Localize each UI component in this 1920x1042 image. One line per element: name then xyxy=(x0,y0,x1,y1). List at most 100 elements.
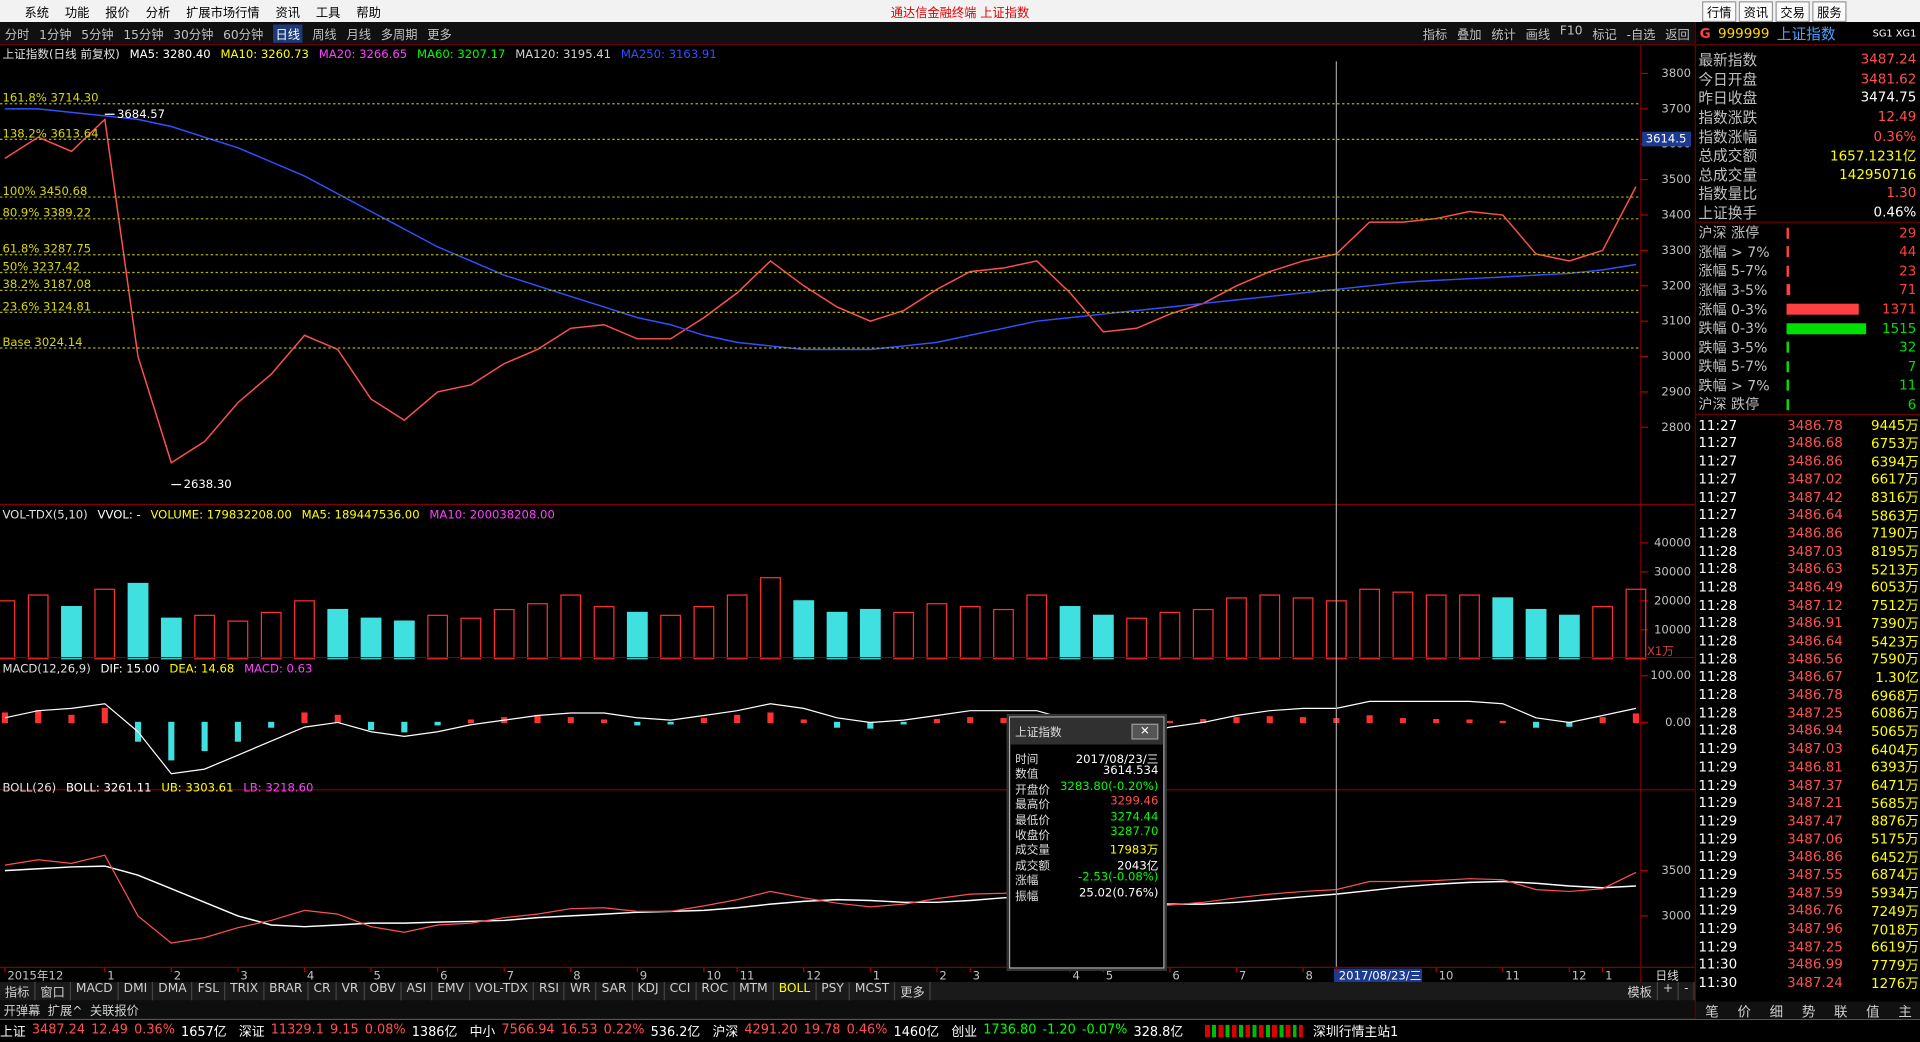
y-tick-label: 2800 xyxy=(1661,420,1691,434)
x-tick-label: 6 xyxy=(1172,968,1179,982)
extra-button[interactable]: 开弹幕 xyxy=(3,1005,41,1019)
indicator-tab[interactable]: ASI xyxy=(402,982,433,1001)
indicator-tab[interactable]: MTM xyxy=(734,982,774,1001)
period-tab[interactable]: 5分钟 xyxy=(81,28,114,43)
tooltip-row: 时间 2017/08/23/三 xyxy=(1010,749,1163,767)
period-tab[interactable]: 日线 xyxy=(273,23,303,43)
indicator-tab[interactable]: 指标 xyxy=(0,982,36,1001)
indicator-name: LB: xyxy=(243,780,261,794)
panel-tab[interactable]: 联 xyxy=(1833,1004,1848,1021)
tool-button[interactable]: -自选 xyxy=(1626,28,1656,43)
toolbar: 分时 1分钟 5分钟 15分钟 30分钟 60分钟 日线 周线 月线 多周期 更多 指标 叠加 统计 画线… xyxy=(0,22,1695,46)
tick-time: 11:28 xyxy=(1698,543,1738,560)
indicator-tab[interactable]: CCI xyxy=(665,982,697,1001)
tooltip-label: 时间 xyxy=(1015,753,1039,767)
indicator-tab[interactable]: FSL xyxy=(193,982,226,1001)
indicator-tab[interactable]: SAR xyxy=(597,982,633,1001)
menu-item[interactable]: 分析 xyxy=(145,6,171,21)
extra-button[interactable]: 扩展^ xyxy=(47,1005,83,1019)
period-tab[interactable]: 30分钟 xyxy=(173,28,214,43)
macd-bar xyxy=(667,721,674,725)
indicator-tab[interactable]: CR xyxy=(309,982,337,1001)
indicator-tab[interactable]: PSY xyxy=(816,982,851,1001)
indicator-tab[interactable]: DMI xyxy=(119,982,154,1001)
tool-button[interactable]: 叠加 xyxy=(1457,28,1482,43)
panel-tab[interactable]: 价 xyxy=(1737,1004,1751,1021)
panel-tab[interactable]: 势 xyxy=(1801,1004,1816,1021)
period-tab[interactable]: 月线 xyxy=(346,28,371,43)
menu-item[interactable]: 工具 xyxy=(315,6,341,21)
menu-item[interactable]: 扩展市场行情 xyxy=(186,6,260,21)
x-tick-label: 11 xyxy=(740,968,755,982)
window-button[interactable]: 服务 xyxy=(1812,0,1847,22)
tick-price: 3486.94 xyxy=(1787,723,1843,739)
menu-item[interactable]: 报价 xyxy=(105,6,130,21)
template-button[interactable]: 模板 xyxy=(1622,982,1658,1001)
market-prefix: G xyxy=(1699,25,1711,42)
indicator-tab[interactable]: EMV xyxy=(432,982,471,1001)
window-button[interactable]: 行情 xyxy=(1702,0,1737,22)
tool-button[interactable]: F10 xyxy=(1559,23,1583,38)
pane-header: VOL-TDX(5,10) VVOL: - VOLUME: 179832208.00 MA… xyxy=(2,507,554,521)
indicator-tab[interactable]: DMA xyxy=(153,982,193,1001)
menu-item[interactable]: 帮助 xyxy=(356,6,381,21)
tool-button[interactable]: 返回 xyxy=(1665,28,1690,43)
tick-time: 11:28 xyxy=(1698,669,1738,685)
breadth-count: 44 xyxy=(1899,243,1917,260)
indicator-tab[interactable]: ROC xyxy=(696,982,735,1001)
macd-bar xyxy=(334,714,341,724)
panel-tab[interactable]: 值 xyxy=(1866,1004,1880,1021)
tool-button[interactable]: 标记 xyxy=(1592,28,1617,43)
indicator-tab[interactable]: WR xyxy=(565,982,597,1001)
indicator-tab[interactable]: RSI xyxy=(534,982,566,1001)
tick-row: 11:28 3487.25 6086万 xyxy=(1696,703,1920,722)
indicator-tab[interactable]: MACD xyxy=(71,982,119,1001)
menu-item[interactable]: 系统 xyxy=(24,6,49,21)
panel-tab[interactable]: 主 xyxy=(1898,1004,1912,1021)
period-tab[interactable]: 60分钟 xyxy=(223,28,264,43)
x-tick-label: 9 xyxy=(640,968,647,982)
indicator-tab[interactable]: MCST xyxy=(850,982,896,1001)
indicator-tab[interactable]: BRAR xyxy=(264,982,309,1001)
period-tab[interactable]: 15分钟 xyxy=(123,28,164,43)
breadth-count: 1371 xyxy=(1882,301,1917,318)
panel-tab[interactable]: 笔 xyxy=(1705,1004,1719,1021)
index-pct: 0.08% xyxy=(364,1021,406,1037)
tooltip-value: 3283.80(-0.20%) xyxy=(1060,779,1159,794)
template-button[interactable]: + xyxy=(1658,982,1680,1001)
period-tab[interactable]: 多周期 xyxy=(380,28,418,43)
fib-label: 100% 3450.68 xyxy=(2,183,87,197)
period-tab[interactable]: 1分钟 xyxy=(39,28,72,43)
indicator-tab[interactable]: 窗口 xyxy=(36,982,72,1001)
menu-item[interactable]: 资讯 xyxy=(275,6,301,21)
indicator-tab[interactable]: 更多 xyxy=(895,982,931,1001)
period-tab[interactable]: 更多 xyxy=(427,28,452,43)
indicator-tab[interactable]: VR xyxy=(337,982,365,1001)
indicator-tab[interactable]: OBV xyxy=(365,982,402,1001)
indicator-tab[interactable]: VOL-TDX xyxy=(470,982,535,1001)
tooltip-row: 最高价 3299.46 xyxy=(1010,795,1163,813)
tool-button[interactable]: 统计 xyxy=(1491,28,1516,43)
breadth-row: 涨幅 5-7% 23 xyxy=(1696,261,1920,280)
window-button[interactable]: 资讯 xyxy=(1738,0,1774,22)
template-button[interactable]: - xyxy=(1679,982,1695,1001)
extra-button[interactable]: 关联报价 xyxy=(89,1005,139,1019)
tick-time: 11:27 xyxy=(1698,453,1738,470)
indicator-tab[interactable]: KDJ xyxy=(633,982,665,1001)
close-button[interactable]: ✕ xyxy=(1131,723,1159,739)
macd-bar xyxy=(600,719,608,724)
indicator-tab[interactable]: BOLL xyxy=(774,982,817,1001)
period-tab[interactable]: 周线 xyxy=(312,28,337,43)
indicator-tab[interactable]: TRIX xyxy=(225,982,265,1001)
volume-bar xyxy=(227,620,249,660)
volume-bar xyxy=(0,600,16,660)
indicator-value: 189447536.00 xyxy=(335,507,420,521)
tooltip-label: 最高价 xyxy=(1015,798,1051,813)
menu-item[interactable]: 功能 xyxy=(64,6,90,21)
volume-bar xyxy=(660,614,682,660)
panel-tab[interactable]: 细 xyxy=(1769,1004,1784,1021)
tool-button[interactable]: 指标 xyxy=(1422,28,1448,43)
period-tab[interactable]: 分时 xyxy=(4,28,30,43)
window-button[interactable]: 交易 xyxy=(1775,0,1810,22)
tool-button[interactable]: 画线 xyxy=(1525,28,1551,43)
